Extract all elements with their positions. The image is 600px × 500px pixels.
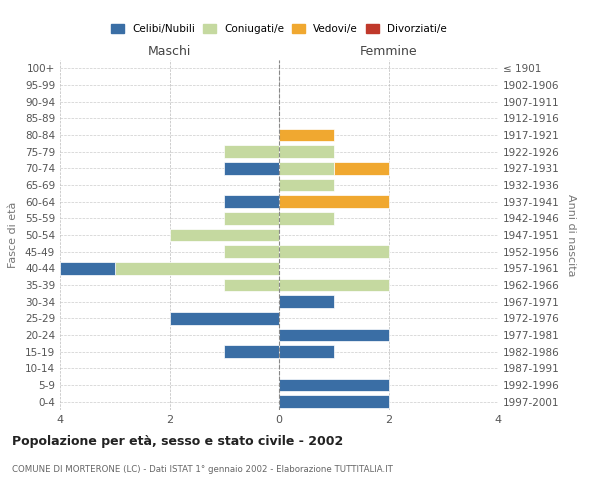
Bar — [279, 379, 389, 391]
Bar — [279, 246, 389, 258]
Text: COMUNE DI MORTERONE (LC) - Dati ISTAT 1° gennaio 2002 - Elaborazione TUTTITALIA.: COMUNE DI MORTERONE (LC) - Dati ISTAT 1°… — [12, 465, 393, 474]
Text: Maschi: Maschi — [148, 44, 191, 58]
Bar — [60, 262, 115, 274]
Bar — [279, 279, 389, 291]
Bar — [279, 196, 389, 208]
Text: Popolazione per età, sesso e stato civile - 2002: Popolazione per età, sesso e stato civil… — [12, 435, 343, 448]
Bar — [170, 229, 279, 241]
Bar — [279, 296, 334, 308]
Bar — [224, 212, 279, 224]
Y-axis label: Fasce di età: Fasce di età — [8, 202, 18, 268]
Bar — [334, 162, 389, 174]
Bar — [224, 146, 279, 158]
Y-axis label: Anni di nascita: Anni di nascita — [566, 194, 576, 276]
Bar — [224, 162, 279, 174]
Bar — [279, 179, 334, 192]
Bar — [279, 129, 334, 141]
Bar — [224, 246, 279, 258]
Bar — [279, 162, 334, 174]
Legend: Celibi/Nubili, Coniugati/e, Vedovi/e, Divorziati/e: Celibi/Nubili, Coniugati/e, Vedovi/e, Di… — [107, 20, 451, 38]
Bar — [279, 346, 334, 358]
Bar — [224, 279, 279, 291]
Bar — [279, 329, 389, 341]
Bar — [224, 196, 279, 208]
Bar — [279, 396, 389, 408]
Bar — [224, 346, 279, 358]
Bar — [115, 262, 279, 274]
Bar — [279, 146, 334, 158]
Bar — [170, 312, 279, 324]
Bar — [279, 212, 334, 224]
Text: Femmine: Femmine — [359, 44, 418, 58]
